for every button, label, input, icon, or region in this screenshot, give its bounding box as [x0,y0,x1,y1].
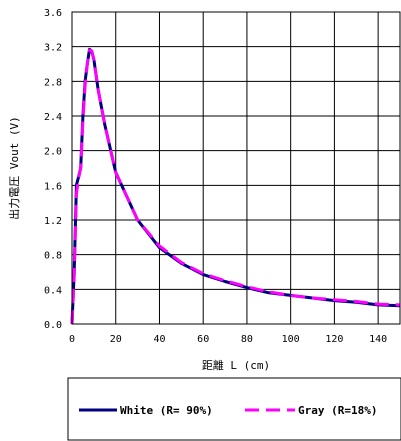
x-tick-label: 60 [197,334,209,345]
legend-label-white: White (R= 90%) [120,404,213,417]
y-tick-label: 0.4 [44,285,62,296]
series-layer [70,47,401,325]
y-tick-label: 1.2 [44,216,62,227]
legend-box [67,377,401,441]
x-axis-title: 距離 L (cm) [202,358,270,372]
y-tick-label: 0.0 [44,320,62,331]
y-tick-label: 3.6 [44,8,62,19]
y-tick-label: 2.4 [44,112,62,123]
x-tick-label: 120 [325,334,343,345]
plot-frame [71,11,401,325]
y-tick-label: 1.6 [44,181,62,192]
x-tick-label: 100 [282,334,300,345]
y-tick-label: 0.8 [44,251,62,262]
x-tick-label: 80 [241,334,253,345]
y-tick-label: 2.8 [44,77,62,88]
legend-label-gray: Gray (R=18%) [298,404,377,417]
y-tick-labels: 0.0 0.4 0.8 1.2 1.6 2.0 2.4 2.8 3.2 3.6 [44,8,62,331]
x-tick-label: 20 [110,334,122,345]
y-tick-label: 2.0 [44,147,62,158]
y-tick-label: 3.2 [44,43,62,54]
x-tick-label: 40 [153,334,165,345]
x-tick-label: 0 [69,334,75,345]
legend: White (R= 90%) Gray (R=18%) [79,404,377,417]
x-tick-label: 140 [369,334,387,345]
grid-lines [71,11,400,325]
series-line-gray [70,48,401,325]
y-axis-title: 出力電圧 Vout (V) [7,116,21,220]
x-tick-labels: 0 20 40 60 80 100 120 140 [69,334,387,345]
